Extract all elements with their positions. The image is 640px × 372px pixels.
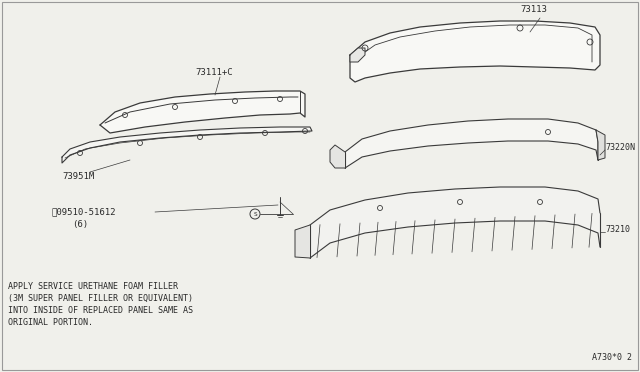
Polygon shape: [345, 119, 598, 168]
Text: APPLY SERVICE URETHANE FOAM FILLER: APPLY SERVICE URETHANE FOAM FILLER: [8, 282, 178, 291]
Text: S: S: [253, 212, 257, 217]
Polygon shape: [310, 187, 600, 258]
Text: (3M SUPER PANEL FILLER OR EQUIVALENT): (3M SUPER PANEL FILLER OR EQUIVALENT): [8, 294, 193, 303]
Polygon shape: [62, 127, 312, 163]
Text: 73951M: 73951M: [62, 172, 94, 181]
Text: A730*0 2: A730*0 2: [592, 353, 632, 362]
Text: 73113: 73113: [520, 5, 547, 14]
Text: INTO INSIDE OF REPLACED PANEL SAME AS: INTO INSIDE OF REPLACED PANEL SAME AS: [8, 306, 193, 315]
Text: 73220N: 73220N: [605, 144, 635, 153]
Text: 73210: 73210: [605, 225, 630, 234]
Polygon shape: [100, 91, 305, 133]
Polygon shape: [295, 225, 310, 258]
Polygon shape: [350, 21, 600, 82]
Polygon shape: [596, 130, 605, 160]
Text: 73111+C: 73111+C: [195, 68, 232, 77]
Text: Ⓝ09510-51612: Ⓝ09510-51612: [52, 207, 116, 216]
Polygon shape: [330, 145, 345, 168]
Text: (6): (6): [72, 220, 88, 229]
Polygon shape: [350, 48, 365, 62]
Text: ORIGINAL PORTION.: ORIGINAL PORTION.: [8, 318, 93, 327]
